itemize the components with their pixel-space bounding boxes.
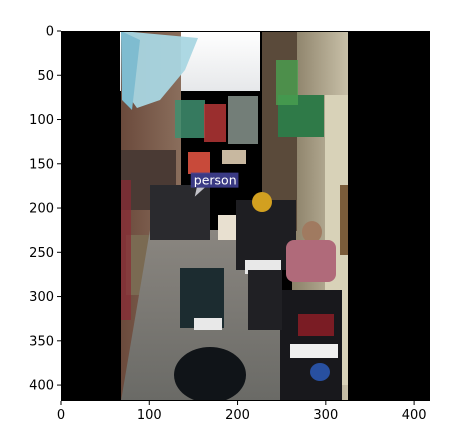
x-tick-label: 200: [225, 408, 250, 423]
detection-label: person: [194, 173, 237, 188]
y-tick-label: 0: [46, 25, 54, 40]
photo-birdcages: [175, 100, 205, 138]
y-tick-label: 150: [29, 157, 54, 172]
detection-person: person: [190, 172, 239, 197]
x-tick-label: 400: [402, 408, 427, 423]
y-tick-label: 400: [29, 379, 54, 394]
x-axis-ticks: 0 100 200 300 400: [57, 401, 427, 423]
y-tick-label: 50: [37, 69, 54, 84]
x-tick-label: 0: [57, 408, 65, 423]
detection-pointer: [194, 187, 205, 197]
x-tick-label: 100: [137, 408, 162, 423]
axes-frame: [61, 31, 430, 401]
alley-photo: [120, 31, 348, 401]
detections: person: [190, 172, 239, 197]
y-tick-label: 100: [29, 113, 54, 128]
photo-motorbikes-back: [150, 185, 210, 240]
detection-label-background: [190, 172, 239, 188]
y-tick-label: 350: [29, 334, 54, 349]
photo-hanging-tarp: [121, 31, 198, 108]
y-tick-label: 250: [29, 246, 54, 261]
y-axis-ticks: 0 50 100 150 200 250 300 350 400: [29, 25, 61, 394]
axes: 0 100 200 300 400 0 50 100 150 200 250 300 350 400: [29, 25, 430, 423]
photo-seated-person: [302, 221, 322, 243]
y-tick-label: 300: [29, 290, 54, 305]
x-tick-label: 300: [313, 408, 338, 423]
y-tick-label: 200: [29, 202, 54, 217]
plot-area: person: [61, 31, 430, 401]
